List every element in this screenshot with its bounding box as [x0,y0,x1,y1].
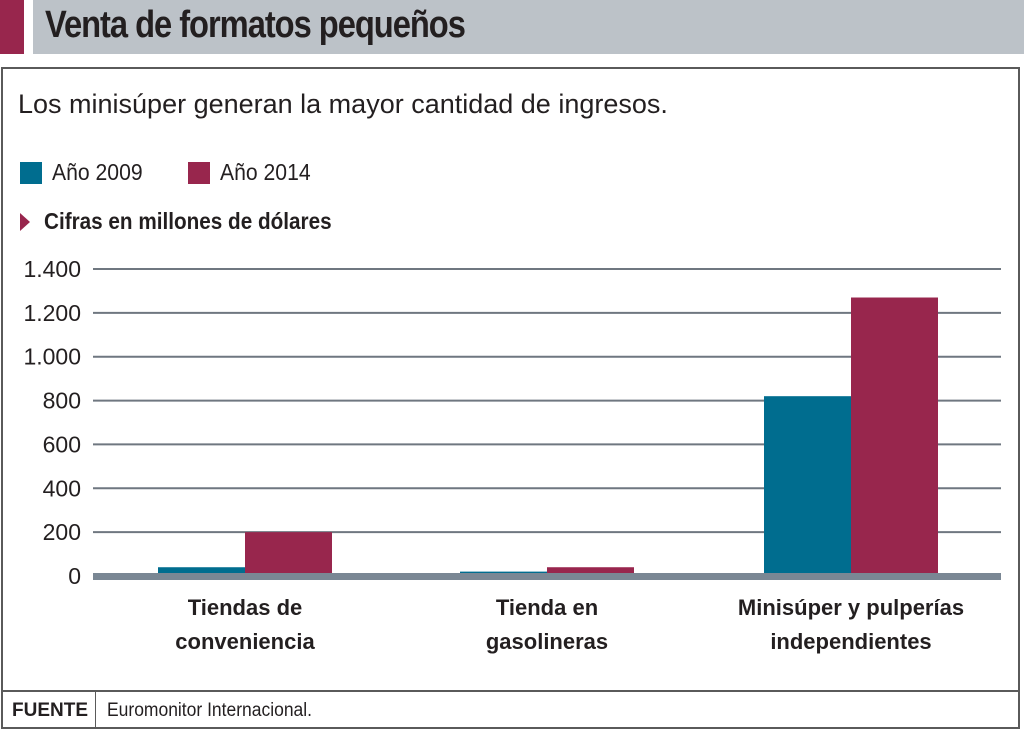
bar-2009-0 [158,567,245,576]
units-text: Cifras en millones de dólares [44,208,332,234]
units-note: Cifras en millones de dólares [20,208,364,235]
y-tick-label: 600 [43,431,81,457]
footer-vertical-divider [95,692,96,729]
bar-2009-2 [764,396,851,576]
legend-swatch-2014 [188,161,211,184]
y-tick-label: 800 [43,388,81,414]
footer-source-text: Euromonitor Internacional. [107,700,313,721]
footer-divider-line [1,690,1020,692]
x-category-label: Tiendas de conveniencia [175,595,315,654]
legend-item-2009: Año 2009 [20,159,150,186]
legend-label-2009: Año 2009 [52,159,143,185]
title-accent-bar [0,0,24,54]
y-tick-label: 0 [68,563,81,589]
chart-subtitle: Los minisúper generan la mayor cantidad … [18,89,668,119]
x-axis-baseline [93,573,1001,580]
chart-frame [1,67,1020,729]
y-tick-label: 1.200 [23,300,81,326]
x-category-label: Tienda en gasolineras [485,595,609,654]
legend-swatch-2009 [20,161,42,184]
y-tick-label: 1.000 [23,344,81,370]
title-bar: Venta de formatos pequeños [33,0,1024,54]
bar-chart: 0 200 400 600 800 1.000 1.200 1.400 [23,256,1001,589]
bar-2014-1 [547,567,634,576]
legend: Año 2009 Año 2014 [20,159,357,186]
footer-source-label: FUENTE [12,700,88,721]
y-tick-label: 200 [43,519,81,545]
legend-label-2014: Año 2014 [220,159,312,185]
triangle-right-icon [20,212,30,231]
x-category-label: Minisúper y pulperías independientes [737,595,965,654]
bar-2014-0 [245,532,332,576]
legend-item-2014: Año 2014 [188,159,318,186]
chart-title: Venta de formatos pequeños [45,4,466,46]
y-tick-label: 1.400 [23,256,81,282]
bar-2014-2 [851,297,938,576]
y-tick-label: 400 [43,475,81,501]
